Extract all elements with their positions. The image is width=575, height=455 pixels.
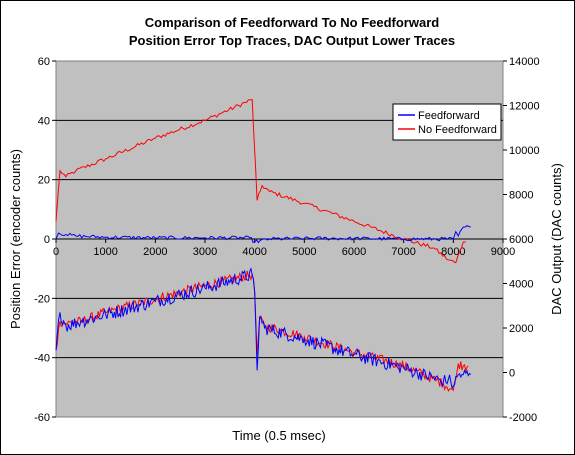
y-right-tick-label: 2000 (509, 323, 533, 335)
series-feedforward-position-error-line (55, 225, 471, 244)
legend-label-no-feedforward: No Feedforward (418, 124, 497, 136)
y-left-tick-label: -20 (34, 293, 50, 305)
chart-title-line2: Position Error Top Traces, DAC Output Lo… (129, 33, 455, 48)
x-tick-label: 5000 (292, 246, 316, 258)
x-tick-label: 9000 (491, 246, 515, 258)
y-left-tick-label: 60 (38, 56, 50, 68)
x-tick-label: 1000 (93, 246, 117, 258)
series-no-feedforward-position-error-line (55, 99, 466, 264)
y-right-tick-label: 6000 (509, 234, 533, 246)
y-right-tick-label: 14000 (509, 56, 540, 68)
y-axis-left-label: Position Error (encoder counts) (8, 149, 23, 329)
x-tick-label: 6000 (342, 246, 366, 258)
series-feedforward-dac-output-line (55, 267, 472, 390)
y-left-tick-label: 0 (44, 234, 50, 246)
x-tick-label: 8000 (441, 246, 465, 258)
legend-box (392, 103, 502, 141)
y-right-tick-label: 8000 (509, 190, 533, 202)
y-right-tick-label: 4000 (509, 279, 533, 291)
legend-label-feedforward: Feedforward (418, 110, 480, 122)
y-left-tick-label: 20 (38, 175, 50, 187)
x-tick-label: 0 (53, 246, 59, 258)
x-tick-label: 7000 (391, 246, 415, 258)
y-left-tick-label: 40 (38, 115, 50, 127)
y-axis-right-label: DAC Output (DAC counts) (549, 163, 564, 315)
y-right-tick-label: 0 (509, 368, 515, 380)
chart-title-line1: Comparison of Feedforward To No Feedforw… (145, 15, 440, 30)
x-tick-label: 4000 (242, 246, 266, 258)
y-right-tick-label: 12000 (509, 101, 540, 113)
y-right-tick-label: 10000 (509, 145, 540, 157)
y-left-tick-label: -60 (34, 412, 50, 424)
x-tick-label: 3000 (193, 246, 217, 258)
x-tick-label: 2000 (143, 246, 167, 258)
series-lines (55, 99, 472, 392)
legend: Feedforward No Feedforward (392, 103, 502, 141)
y-right-tick-label: -2000 (509, 412, 537, 424)
series-no-feedforward-dac-output-line (55, 270, 469, 392)
y-left-tick-label: -40 (34, 353, 50, 365)
x-axis-label: Time (0.5 msec) (232, 428, 325, 443)
axis-ticks: 0 1000 2000 3000 4000 5000 6000 7000 8000 9000604… (34, 56, 540, 424)
